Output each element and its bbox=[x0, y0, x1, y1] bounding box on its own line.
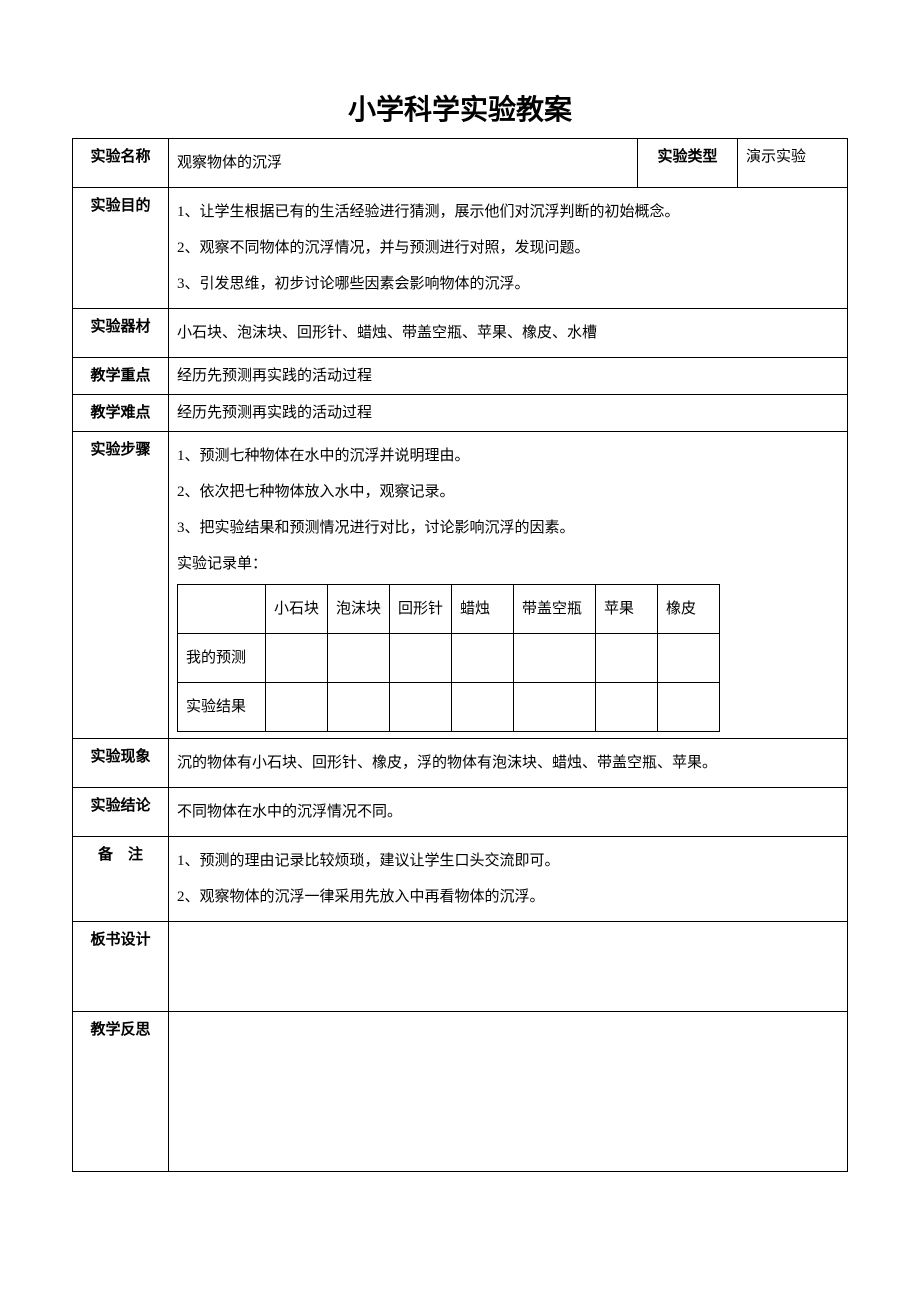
value-exp-name: 观察物体的沉浮 bbox=[169, 139, 638, 188]
value-remark: 1、预测的理由记录比较烦琐，建议让学生口头交流即可。 2、观察物体的沉浮一律采用… bbox=[169, 837, 848, 922]
label-remark: 备 注 bbox=[73, 837, 169, 922]
label-equipment: 实验器材 bbox=[73, 309, 169, 358]
label-key-point: 教学重点 bbox=[73, 358, 169, 395]
record-row-prediction: 我的预测 bbox=[178, 634, 720, 683]
label-purpose: 实验目的 bbox=[73, 188, 169, 309]
lesson-plan-table: 实验名称 观察物体的沉浮 实验类型 演示实验 实验目的 1、让学生根据已有的生活… bbox=[72, 138, 848, 1172]
record-cell-1-1 bbox=[266, 683, 328, 732]
steps-line-3: 3、把实验结果和预测情况进行对比，讨论影响沉浮的因素。 bbox=[177, 510, 839, 546]
value-conclusion: 不同物体在水中的沉浮情况不同。 bbox=[169, 788, 848, 837]
row-equipment: 实验器材 小石块、泡沫块、回形针、蜡烛、带盖空瓶、苹果、橡皮、水槽 bbox=[73, 309, 848, 358]
record-table: 小石块 泡沫块 回形针 蜡烛 带盖空瓶 苹果 橡皮 我的预测 bbox=[177, 584, 720, 732]
record-cell-0-1 bbox=[266, 634, 328, 683]
record-header-2: 泡沫块 bbox=[328, 585, 390, 634]
record-cell-0-7 bbox=[658, 634, 720, 683]
page-title: 小学科学实验教案 bbox=[72, 88, 848, 128]
row-board: 板书设计 bbox=[73, 922, 848, 1012]
record-header-3: 回形针 bbox=[390, 585, 452, 634]
record-header-row: 小石块 泡沫块 回形针 蜡烛 带盖空瓶 苹果 橡皮 bbox=[178, 585, 720, 634]
value-reflect bbox=[169, 1012, 848, 1172]
record-cell-1-7 bbox=[658, 683, 720, 732]
record-header-5: 带盖空瓶 bbox=[514, 585, 596, 634]
value-exp-type: 演示实验 bbox=[738, 139, 848, 188]
purpose-line-3: 3、引发思维，初步讨论哪些因素会影响物体的沉浮。 bbox=[177, 266, 839, 302]
record-header-7: 橡皮 bbox=[658, 585, 720, 634]
record-cell-0-5 bbox=[514, 634, 596, 683]
purpose-line-2: 2、观察不同物体的沉浮情况，并与预测进行对照，发现问题。 bbox=[177, 230, 839, 266]
label-conclusion: 实验结论 bbox=[73, 788, 169, 837]
record-cell-1-2 bbox=[328, 683, 390, 732]
record-row-result: 实验结果 bbox=[178, 683, 720, 732]
record-row1-label: 实验结果 bbox=[178, 683, 266, 732]
row-steps: 实验步骤 1、预测七种物体在水中的沉浮并说明理由。 2、依次把七种物体放入水中，… bbox=[73, 432, 848, 739]
label-exp-type: 实验类型 bbox=[638, 139, 738, 188]
record-cell-1-4 bbox=[452, 683, 514, 732]
value-equipment: 小石块、泡沫块、回形针、蜡烛、带盖空瓶、苹果、橡皮、水槽 bbox=[169, 309, 848, 358]
row-purpose: 实验目的 1、让学生根据已有的生活经验进行猜测，展示他们对沉浮判断的初始概念。 … bbox=[73, 188, 848, 309]
label-reflect: 教学反思 bbox=[73, 1012, 169, 1172]
label-exp-name: 实验名称 bbox=[73, 139, 169, 188]
row-key-point: 教学重点 经历先预测再实践的活动过程 bbox=[73, 358, 848, 395]
remark-line-1: 1、预测的理由记录比较烦琐，建议让学生口头交流即可。 bbox=[177, 843, 839, 879]
label-difficult-point: 教学难点 bbox=[73, 395, 169, 432]
record-header-blank bbox=[178, 585, 266, 634]
row-remark: 备 注 1、预测的理由记录比较烦琐，建议让学生口头交流即可。 2、观察物体的沉浮… bbox=[73, 837, 848, 922]
row-reflect: 教学反思 bbox=[73, 1012, 848, 1172]
value-purpose: 1、让学生根据已有的生活经验进行猜测，展示他们对沉浮判断的初始概念。 2、观察不… bbox=[169, 188, 848, 309]
row-difficult-point: 教学难点 经历先预测再实践的活动过程 bbox=[73, 395, 848, 432]
steps-line-1: 1、预测七种物体在水中的沉浮并说明理由。 bbox=[177, 438, 839, 474]
row-exp-name: 实验名称 观察物体的沉浮 实验类型 演示实验 bbox=[73, 139, 848, 188]
steps-line-4: 实验记录单： bbox=[177, 546, 839, 582]
row-conclusion: 实验结论 不同物体在水中的沉浮情况不同。 bbox=[73, 788, 848, 837]
record-cell-0-4 bbox=[452, 634, 514, 683]
label-phenomenon: 实验现象 bbox=[73, 739, 169, 788]
record-cell-1-6 bbox=[596, 683, 658, 732]
record-cell-0-3 bbox=[390, 634, 452, 683]
record-header-6: 苹果 bbox=[596, 585, 658, 634]
label-board: 板书设计 bbox=[73, 922, 169, 1012]
value-key-point: 经历先预测再实践的活动过程 bbox=[169, 358, 848, 395]
record-header-4: 蜡烛 bbox=[452, 585, 514, 634]
record-row0-label: 我的预测 bbox=[178, 634, 266, 683]
purpose-line-1: 1、让学生根据已有的生活经验进行猜测，展示他们对沉浮判断的初始概念。 bbox=[177, 194, 839, 230]
record-cell-0-2 bbox=[328, 634, 390, 683]
value-board bbox=[169, 922, 848, 1012]
record-cell-0-6 bbox=[596, 634, 658, 683]
steps-line-2: 2、依次把七种物体放入水中，观察记录。 bbox=[177, 474, 839, 510]
value-steps: 1、预测七种物体在水中的沉浮并说明理由。 2、依次把七种物体放入水中，观察记录。… bbox=[169, 432, 848, 739]
remark-line-2: 2、观察物体的沉浮一律采用先放入中再看物体的沉浮。 bbox=[177, 879, 839, 915]
record-header-1: 小石块 bbox=[266, 585, 328, 634]
record-cell-1-5 bbox=[514, 683, 596, 732]
label-steps: 实验步骤 bbox=[73, 432, 169, 739]
value-phenomenon: 沉的物体有小石块、回形针、橡皮，浮的物体有泡沫块、蜡烛、带盖空瓶、苹果。 bbox=[169, 739, 848, 788]
row-phenomenon: 实验现象 沉的物体有小石块、回形针、橡皮，浮的物体有泡沫块、蜡烛、带盖空瓶、苹果… bbox=[73, 739, 848, 788]
record-cell-1-3 bbox=[390, 683, 452, 732]
value-difficult-point: 经历先预测再实践的活动过程 bbox=[169, 395, 848, 432]
